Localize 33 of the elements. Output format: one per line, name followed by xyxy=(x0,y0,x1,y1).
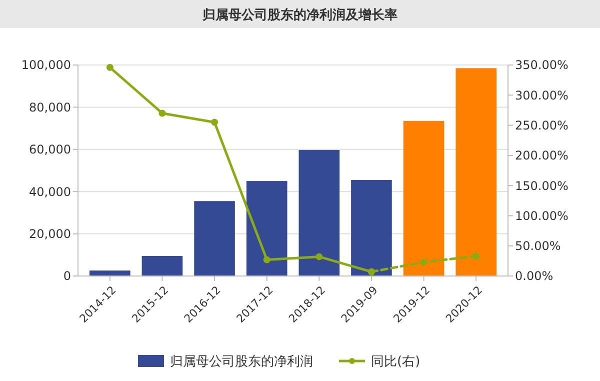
y2-tick-label: 200.00% xyxy=(515,148,568,163)
y2-tick-label: 300.00% xyxy=(515,88,568,102)
point xyxy=(316,253,323,260)
bar xyxy=(246,181,288,276)
y2-tick-label: 250.00% xyxy=(515,118,568,132)
y-tick-label: 20,000 xyxy=(29,227,71,241)
y-tick-label: 60,000 xyxy=(29,142,71,157)
point xyxy=(211,118,218,126)
bar xyxy=(194,201,235,276)
point xyxy=(106,64,114,71)
y-tick-label: 100,000 xyxy=(21,58,71,72)
bar xyxy=(351,180,392,276)
bar xyxy=(403,120,444,276)
bar xyxy=(456,68,496,276)
y2-tick-label: 100.00% xyxy=(515,208,568,223)
y2-tick-label: 50.00% xyxy=(515,239,561,254)
point xyxy=(472,252,480,260)
y2-tick-label: 0.00% xyxy=(515,269,554,284)
y2-tick-label: 150.00% xyxy=(515,178,568,193)
y2-tick-label: 350.00% xyxy=(515,58,568,72)
y-tick-label: 80,000 xyxy=(29,100,71,114)
chart-title: 归属母公司股东的净利润及增长率 xyxy=(202,7,398,23)
point xyxy=(368,268,375,276)
point xyxy=(263,256,270,264)
legend-label: 归属母公司股东的净利润 xyxy=(170,354,313,370)
legend-label: 同比(右) xyxy=(371,354,420,370)
point xyxy=(158,110,166,117)
bar xyxy=(90,270,130,276)
bar xyxy=(298,150,340,276)
point xyxy=(420,258,428,266)
y-tick-label: 0 xyxy=(63,269,71,284)
bar xyxy=(142,256,183,276)
y-tick-label: 40,000 xyxy=(29,184,71,199)
